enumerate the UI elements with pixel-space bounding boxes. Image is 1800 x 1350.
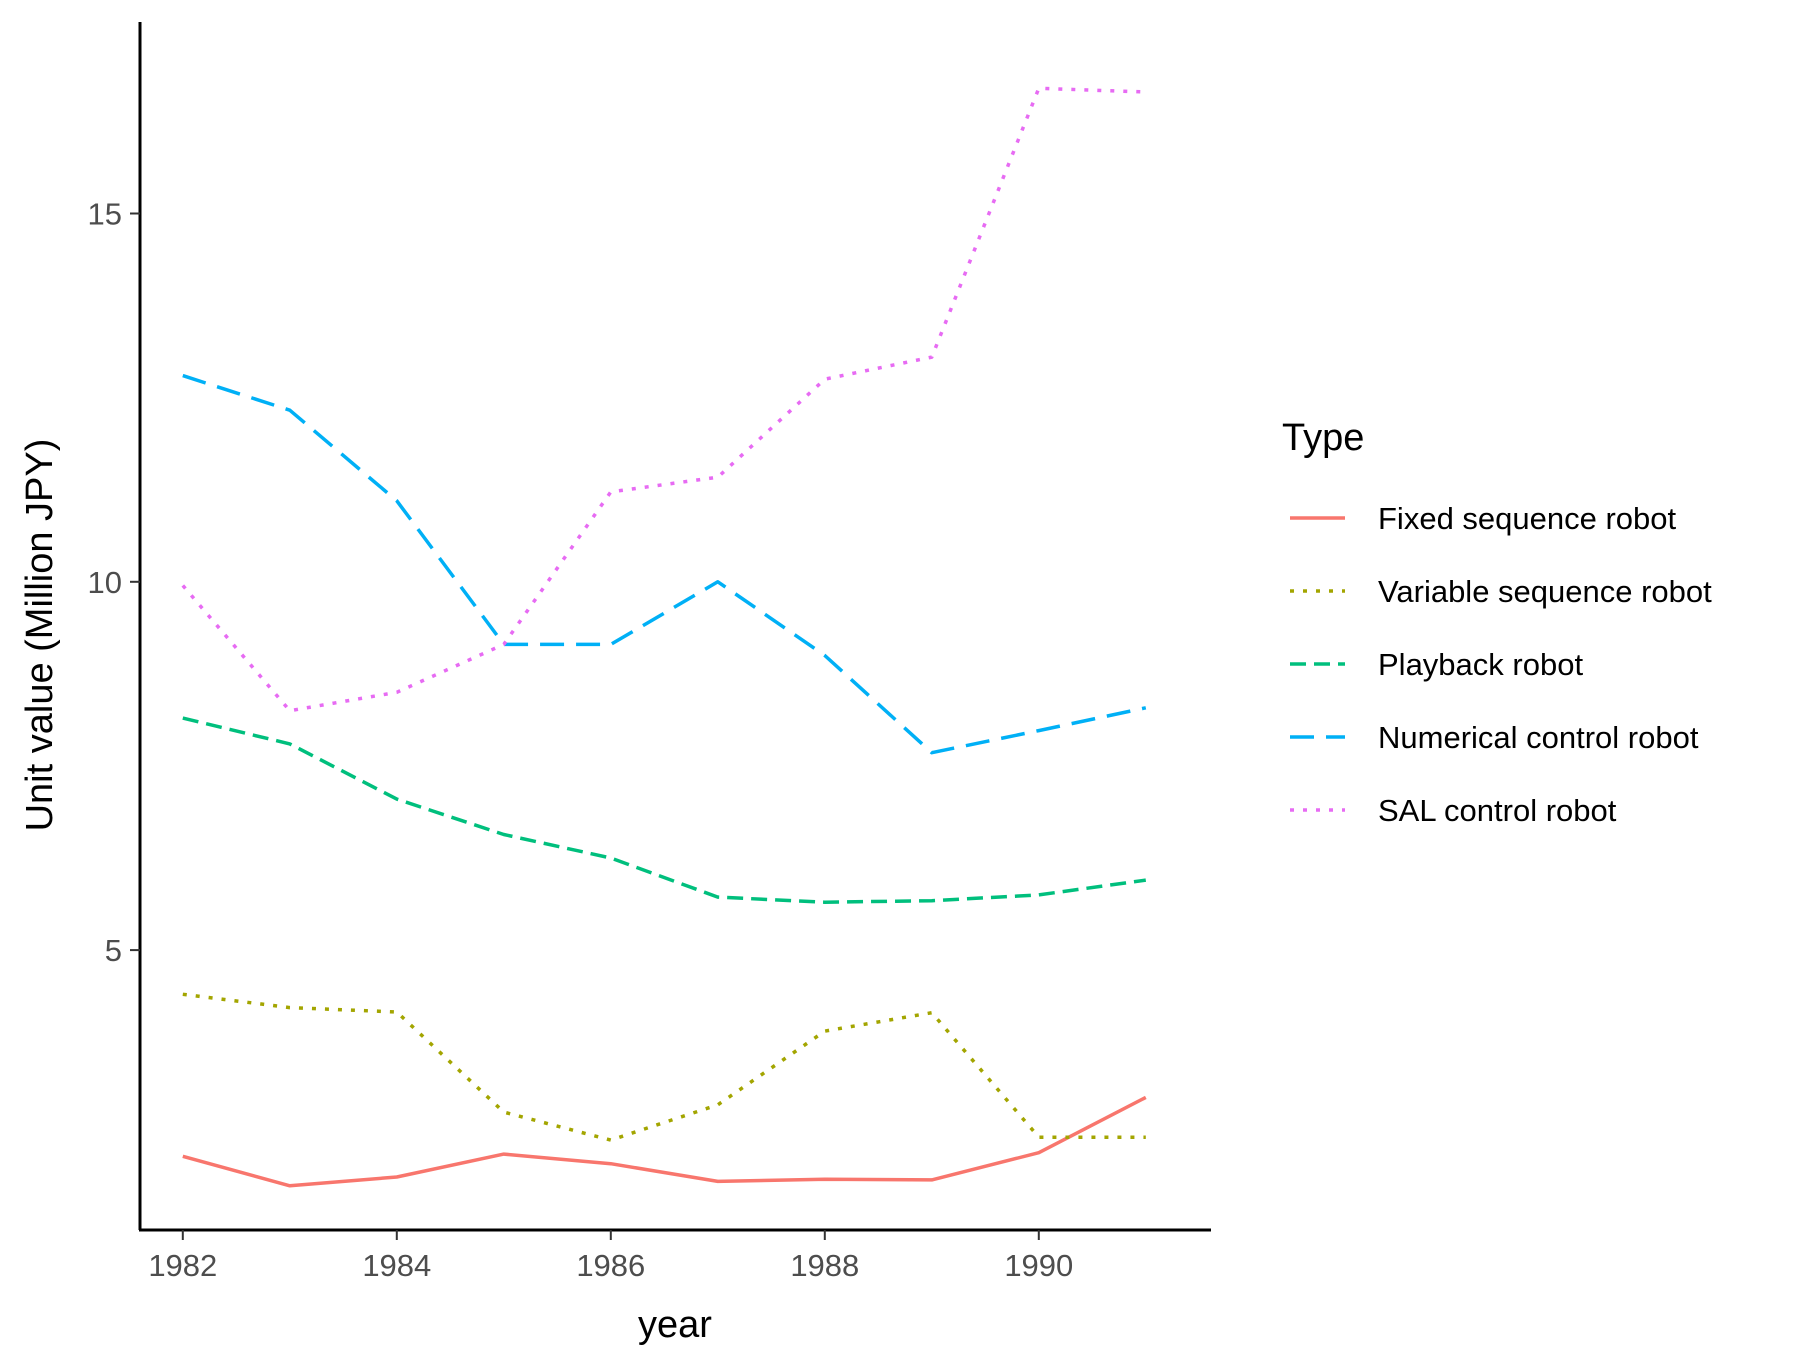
legend-label-4: SAL control robot bbox=[1378, 793, 1617, 828]
series-line-3 bbox=[182, 373, 1147, 755]
series-layer bbox=[181, 86, 1147, 1188]
y-tick-label: 10 bbox=[88, 565, 122, 600]
series-line-4 bbox=[181, 86, 1146, 713]
legend-label-3: Numerical control robot bbox=[1378, 720, 1699, 755]
series-line-2 bbox=[182, 716, 1147, 904]
x-tick-label: 1984 bbox=[362, 1248, 431, 1283]
x-tick-label: 1988 bbox=[790, 1248, 859, 1283]
axes-layer: 1982 1984 1986 1988 1990 5 10 15 year Unit val… bbox=[19, 22, 1211, 1346]
legend: Type Fixed sequence robot Variable sequen… bbox=[1282, 417, 1712, 828]
x-tick-label: 1986 bbox=[576, 1248, 645, 1283]
y-tick-label: 15 bbox=[88, 197, 122, 232]
y-tick-label: 5 bbox=[105, 933, 122, 968]
y-axis-title: Unit value (Million JPY) bbox=[19, 439, 61, 832]
legend-label-0: Fixed sequence robot bbox=[1378, 501, 1677, 536]
x-axis-title: year bbox=[638, 1304, 712, 1346]
series-line-1 bbox=[182, 992, 1146, 1142]
legend-label-2: Playback robot bbox=[1378, 647, 1583, 682]
y-ticks: 5 10 15 bbox=[88, 197, 140, 968]
legend-label-1: Variable sequence robot bbox=[1378, 574, 1712, 609]
x-tick-label: 1990 bbox=[1004, 1248, 1073, 1283]
legend-items: Fixed sequence robot Variable sequence ro… bbox=[1290, 501, 1712, 828]
x-ticks: 1982 1984 1986 1988 1990 bbox=[148, 1230, 1073, 1283]
series-line-0 bbox=[182, 1095, 1147, 1188]
legend-title: Type bbox=[1282, 417, 1364, 459]
x-tick-label: 1982 bbox=[148, 1248, 217, 1283]
